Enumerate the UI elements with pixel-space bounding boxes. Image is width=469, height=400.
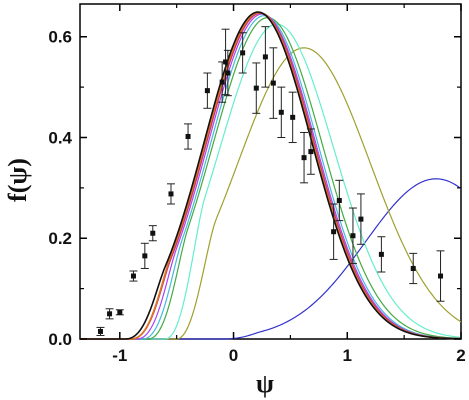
model-curve-4: [80, 17, 462, 340]
data-point: [252, 62, 261, 114]
data-point: [148, 225, 157, 242]
data-points: [96, 26, 445, 336]
data-point: [335, 179, 344, 222]
data-point: [348, 207, 357, 264]
data-point: [377, 236, 386, 273]
y-tick-label: 0.4: [48, 128, 72, 147]
model-curves: [80, 11, 462, 340]
model-curve-9: [80, 11, 462, 340]
x-tick-label: 2: [456, 346, 465, 365]
model-curve-5: [80, 14, 462, 340]
model-curve-8: [80, 11, 462, 340]
model-curve-1: [80, 178, 462, 340]
data-point: [356, 193, 365, 245]
x-tick-label: 0: [229, 346, 238, 365]
data-point: [269, 47, 278, 119]
model-curve-2: [80, 47, 462, 340]
data-point: [409, 252, 418, 285]
data-point: [129, 270, 138, 282]
data-point: [223, 49, 232, 97]
model-curve-7: [80, 12, 462, 340]
data-point: [115, 309, 124, 316]
data-point: [288, 91, 297, 144]
x-tick-label: 1: [343, 346, 352, 365]
data-point: [238, 32, 247, 74]
plot-frame: [79, 3, 462, 340]
data-point: [329, 203, 338, 260]
data-point: [436, 250, 445, 302]
model-curve-6: [80, 13, 462, 340]
model-curve-3: [80, 23, 462, 340]
data-point: [306, 128, 315, 175]
data-point: [203, 72, 212, 109]
data-point: [96, 326, 105, 336]
y-tick-label: 0.6: [48, 28, 72, 47]
axis-ticks: -1 0 1 2 0.0 0.2 0.4 0.6: [48, 4, 466, 365]
data-point: [277, 86, 286, 138]
data-point: [184, 123, 193, 150]
data-point: [105, 308, 114, 320]
data-point: [140, 242, 149, 269]
x-axis-title: ψ: [256, 369, 274, 398]
data-point: [166, 183, 175, 205]
y-tick-label: 0.0: [48, 330, 72, 349]
x-tick-label: -1: [112, 346, 127, 365]
data-point: [261, 26, 270, 88]
y-tick-label: 0.2: [48, 229, 72, 248]
y-axis-title: f(ψ): [3, 158, 32, 202]
data-point: [300, 131, 309, 184]
